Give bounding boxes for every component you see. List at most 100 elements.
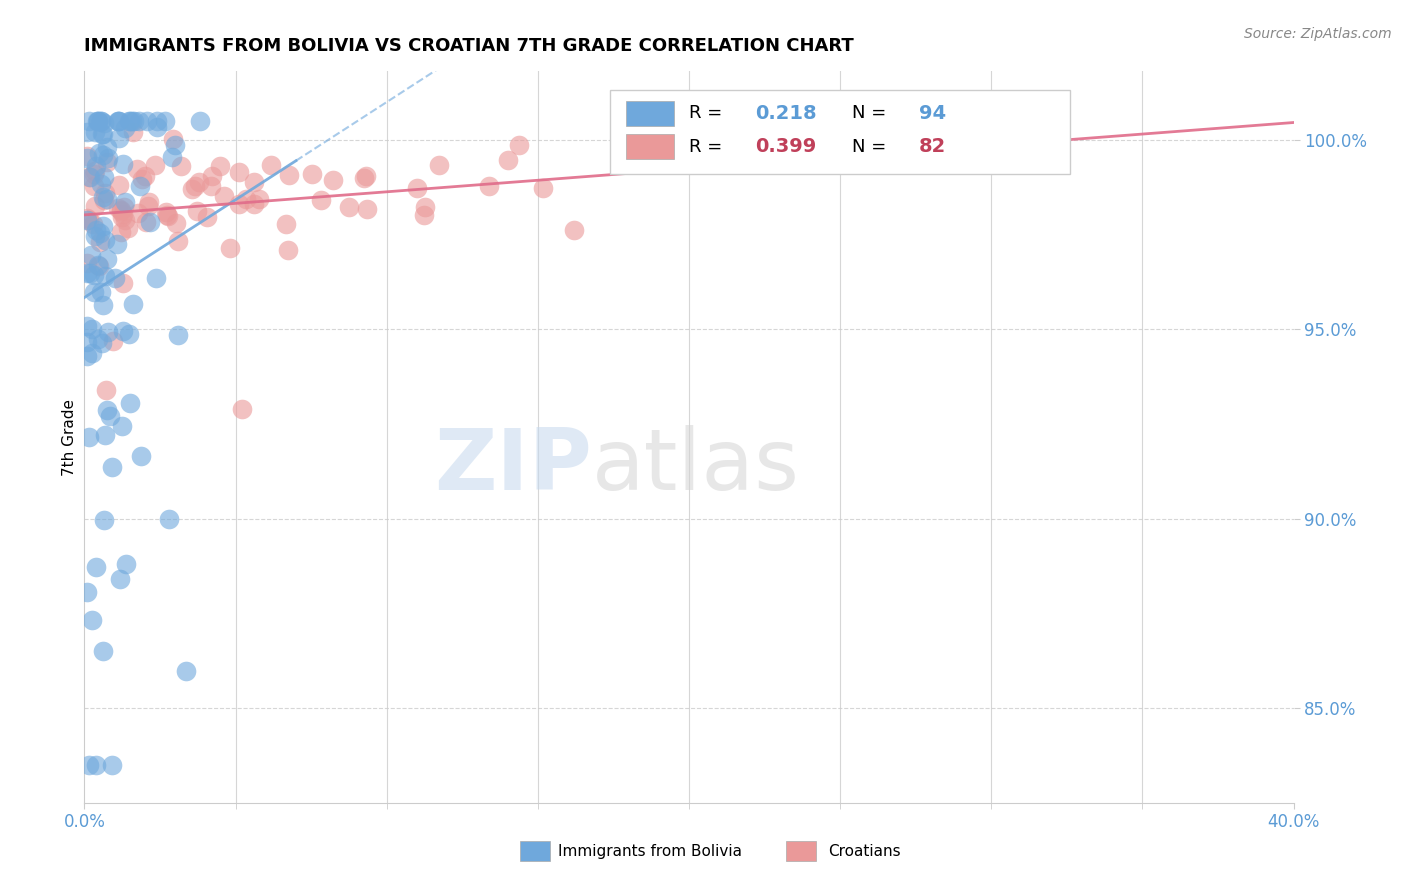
Point — [87, 259, 110, 273]
Point — [136, 113, 159, 128]
Point — [101, 459, 124, 474]
Point — [107, 113, 129, 128]
Point — [157, 512, 180, 526]
Point — [243, 175, 266, 189]
Text: 94: 94 — [918, 103, 946, 122]
Point — [104, 271, 127, 285]
Point — [187, 175, 209, 189]
Point — [356, 202, 378, 216]
Text: 0.399: 0.399 — [755, 137, 817, 156]
Point — [96, 139, 118, 153]
Point — [105, 237, 128, 252]
Point — [174, 665, 197, 679]
Text: ZIP: ZIP — [434, 425, 592, 508]
Point — [146, 113, 169, 128]
Point — [167, 328, 190, 343]
Point — [301, 168, 323, 182]
Point — [122, 113, 145, 128]
Point — [96, 192, 118, 206]
Point — [90, 127, 112, 141]
Point — [186, 203, 208, 218]
Point — [87, 258, 110, 272]
Point — [82, 346, 104, 360]
Text: R =: R = — [689, 137, 728, 156]
Point — [111, 207, 134, 221]
Point — [110, 573, 132, 587]
Point — [163, 138, 186, 153]
Point — [118, 113, 141, 128]
Point — [84, 199, 107, 213]
Point — [91, 298, 114, 312]
Point — [107, 201, 129, 215]
Point — [135, 214, 157, 228]
Point — [160, 150, 183, 164]
Point — [122, 296, 145, 310]
Point — [128, 113, 150, 128]
Point — [354, 169, 377, 183]
Point — [93, 513, 115, 527]
Point — [127, 206, 149, 220]
Point — [83, 164, 105, 178]
Text: N =: N = — [852, 104, 893, 122]
Point — [170, 160, 193, 174]
Point — [76, 266, 98, 280]
Point — [134, 169, 156, 184]
Point — [413, 208, 436, 222]
Text: 0.218: 0.218 — [755, 103, 817, 122]
Point — [86, 113, 108, 128]
Point — [121, 113, 143, 128]
Point — [91, 335, 114, 350]
Point — [125, 162, 148, 177]
Point — [86, 113, 108, 128]
Point — [80, 248, 103, 262]
Point — [108, 131, 131, 145]
Point — [114, 213, 136, 227]
Point — [90, 177, 112, 191]
Point — [218, 241, 240, 255]
Point — [97, 152, 120, 166]
Point — [101, 334, 124, 349]
Point — [156, 209, 179, 223]
Point — [80, 322, 103, 336]
Text: R =: R = — [689, 104, 728, 122]
Point — [96, 402, 118, 417]
Point — [415, 200, 437, 214]
Point — [277, 168, 299, 182]
Point — [110, 204, 132, 219]
Text: 82: 82 — [918, 137, 946, 156]
Point — [76, 255, 98, 269]
Point — [231, 401, 253, 416]
Point — [235, 192, 257, 206]
Point — [155, 208, 177, 222]
Point — [145, 271, 167, 285]
Point — [337, 200, 360, 214]
Point — [110, 203, 132, 218]
Point — [188, 113, 211, 128]
Y-axis label: 7th Grade: 7th Grade — [62, 399, 77, 475]
Point — [562, 223, 585, 237]
Point — [167, 235, 190, 249]
Point — [117, 221, 139, 235]
Point — [89, 226, 111, 240]
Point — [228, 196, 250, 211]
Point — [94, 268, 117, 283]
Point — [82, 217, 104, 231]
Point — [496, 153, 519, 167]
Text: Immigrants from Bolivia: Immigrants from Bolivia — [558, 844, 742, 859]
FancyBboxPatch shape — [520, 841, 550, 862]
Point — [139, 214, 162, 228]
Point — [117, 326, 139, 341]
Point — [84, 560, 107, 574]
Point — [76, 125, 98, 139]
Point — [97, 325, 120, 339]
Point — [146, 120, 169, 134]
Point — [84, 223, 107, 237]
Point — [184, 179, 207, 194]
Point — [84, 160, 107, 174]
Point — [115, 557, 138, 571]
Point — [91, 219, 114, 234]
Point — [531, 181, 554, 195]
Point — [77, 212, 100, 227]
Text: Croatians: Croatians — [828, 844, 901, 859]
Point — [155, 113, 177, 128]
